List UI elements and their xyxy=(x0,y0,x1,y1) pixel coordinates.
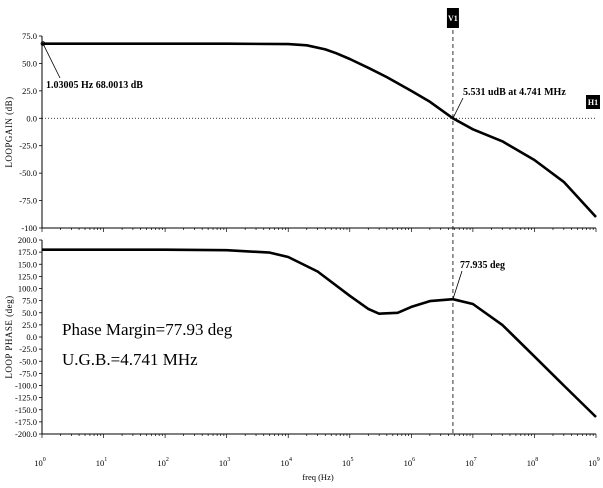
gain-series-line xyxy=(42,44,596,217)
phase-margin-note: Phase Margin=77.93 deg xyxy=(62,320,233,339)
unity-gain-annotation: 5.531 udB at 4.741 MHz xyxy=(463,87,566,98)
phase-y-tick-label: -50.0 xyxy=(19,356,37,366)
phase-y-tick-label: -175.0 xyxy=(15,417,37,427)
phase-y-tick-label: 100.0 xyxy=(18,284,37,294)
gain-y-tick-label: 75.0 xyxy=(22,31,37,41)
gain-y-tick-label: -50.0 xyxy=(19,168,37,178)
phase-leader xyxy=(453,271,462,299)
gain-panel: 75.0 50.0 25.0 0.0 -25.0 -50.0 -75.0 -100 LOOPGA… xyxy=(4,31,596,233)
ugb-note: U.G.B.=4.741 MHz xyxy=(62,350,198,369)
phase-y-tick-label: 200.0 xyxy=(18,235,37,245)
phase-y-tick-label: -125.0 xyxy=(15,393,37,403)
phase-y-tick-label: -150.0 xyxy=(15,405,37,415)
phase-y-tick-label: 150.0 xyxy=(18,259,37,269)
phase-y-label: LOOP PHASE (deg) xyxy=(4,295,14,378)
phase-annotation: 77.935 deg xyxy=(460,260,505,271)
x-tick-label: 103 xyxy=(219,457,231,468)
gain-y-tick-label: 0.0 xyxy=(26,113,37,123)
gain-y-tick-label: -100 xyxy=(21,223,37,233)
phase-y-tick-label: 125.0 xyxy=(18,271,37,281)
phase-y-tick-label: -100.0 xyxy=(15,381,37,391)
gain-y-tick-label: 25.0 xyxy=(22,86,37,96)
cursor-v1-label: V1 xyxy=(448,14,458,23)
x-tick-label: 109 xyxy=(588,457,600,468)
phase-y-tick-label: 50.0 xyxy=(22,308,37,318)
x-tick-label: 104 xyxy=(280,457,292,468)
phase-y-tick-label: -25.0 xyxy=(19,344,37,354)
x-tick-label: 108 xyxy=(527,457,539,468)
x-tick-label: 101 xyxy=(96,457,108,468)
unity-gain-leader xyxy=(453,98,463,118)
x-tick-label: 107 xyxy=(465,457,477,468)
gain-y-tick-label: -25.0 xyxy=(19,141,37,151)
x-tick-label: 105 xyxy=(342,457,354,468)
x-tick-label: 100 xyxy=(34,457,46,468)
phase-y-tick-label: 0.0 xyxy=(26,332,37,342)
x-tick-label: 106 xyxy=(404,457,416,468)
gain-y-label: LOOPGAIN (dB) xyxy=(4,96,14,167)
phase-y-tick-label: 75.0 xyxy=(22,296,37,306)
gain-start-leader xyxy=(44,46,60,78)
phase-y-tick-label: -75.0 xyxy=(19,368,37,378)
cursor-h1-label: H1 xyxy=(588,98,598,107)
x-axis: 100 101 102 103 104 105 106 107 108 109 freq (Hz) xyxy=(34,457,600,482)
gain-start-annotation: 1.03005 Hz 68.0013 dB xyxy=(46,80,143,91)
x-axis-label: freq (Hz) xyxy=(302,472,334,482)
gain-y-tick-label: -75.0 xyxy=(19,196,37,206)
overlay: V1 H1 1.03005 Hz 68.0013 dB 5.531 udB at… xyxy=(41,8,600,434)
phase-y-tick-label: -200.0 xyxy=(15,429,37,439)
gain-y-tick-label: 50.0 xyxy=(22,58,37,68)
phase-y-tick-label: 175.0 xyxy=(18,247,37,257)
x-tick-label: 102 xyxy=(157,457,169,468)
phase-y-tick-label: 25.0 xyxy=(22,320,37,330)
